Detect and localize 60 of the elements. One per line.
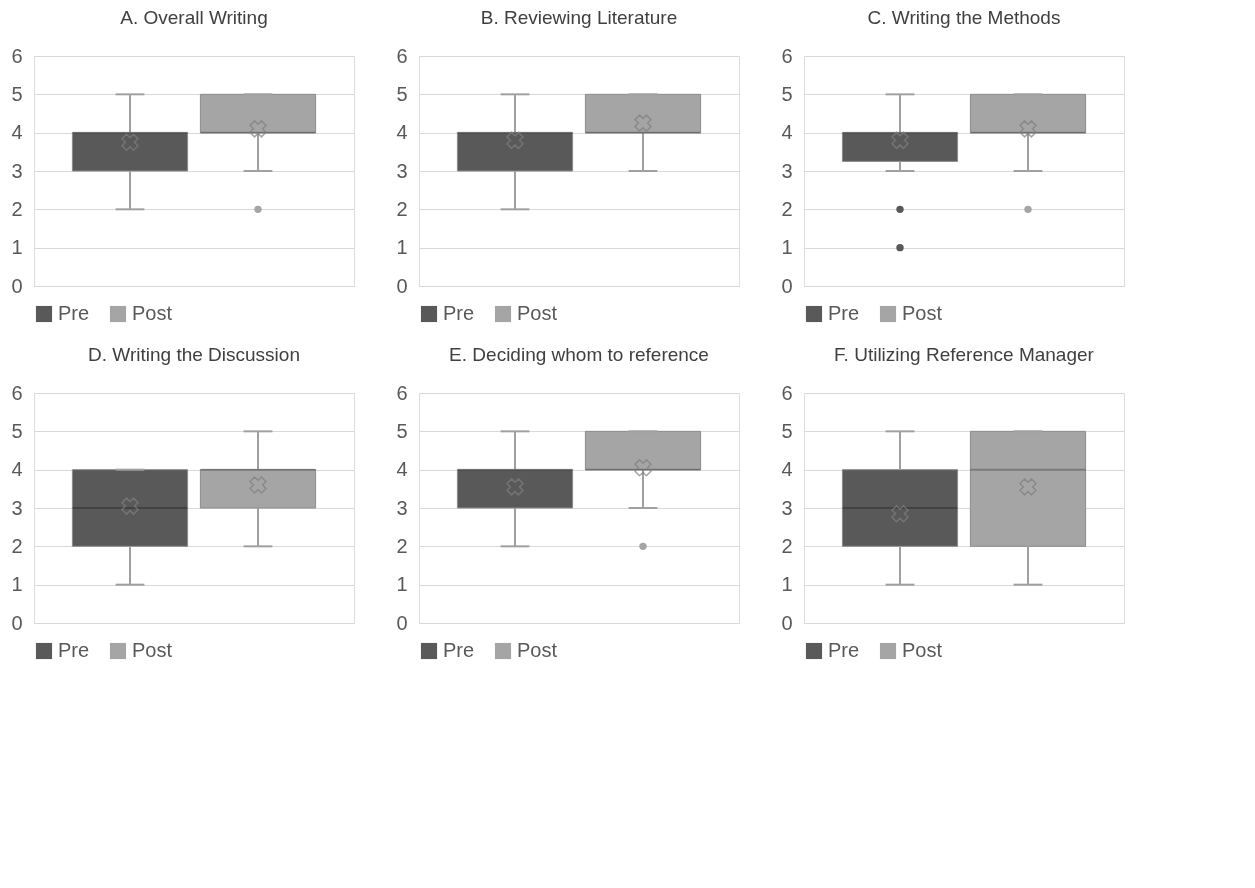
y-tick-label: 0 — [11, 274, 23, 297]
legend-label: Post — [132, 302, 173, 324]
y-tick-label: 5 — [396, 419, 408, 442]
y-tick-label: 5 — [781, 82, 793, 105]
chart-title: C. Writing the Methods — [867, 7, 1061, 28]
chart-title: E. Deciding whom to reference — [449, 344, 709, 365]
y-tick-label: 5 — [11, 82, 23, 105]
y-tick-label: 3 — [396, 159, 408, 182]
y-tick-label: 4 — [781, 458, 793, 481]
legend-label: Pre — [58, 639, 90, 661]
legend-label: Post — [517, 639, 558, 661]
chart-title: F. Utilizing Reference Manager — [834, 344, 1095, 365]
chart-title: D. Writing the Discussion — [88, 344, 300, 365]
y-tick-label: 2 — [11, 197, 23, 220]
legend-label: Post — [902, 639, 943, 661]
y-tick-label: 3 — [11, 496, 23, 519]
legend-label: Post — [517, 302, 558, 324]
y-tick-label: 1 — [11, 573, 23, 596]
y-tick-label: 6 — [11, 44, 23, 67]
y-tick-label: 3 — [781, 496, 793, 519]
legend-label: Post — [132, 639, 173, 661]
y-tick-label: 4 — [396, 458, 408, 481]
legend-label: Pre — [828, 639, 860, 661]
legend-label: Pre — [443, 302, 475, 324]
y-tick-label: 3 — [396, 496, 408, 519]
y-tick-label: 4 — [396, 121, 408, 144]
y-tick-label: 3 — [781, 159, 793, 182]
y-tick-label: 5 — [781, 419, 793, 442]
y-tick-label: 6 — [396, 44, 408, 67]
y-tick-label: 1 — [11, 236, 23, 259]
y-tick-label: 5 — [11, 419, 23, 442]
y-tick-label: 2 — [11, 534, 23, 557]
y-tick-label: 0 — [11, 611, 23, 634]
legend-label: Pre — [443, 639, 475, 661]
y-tick-label: 0 — [781, 274, 793, 297]
legend-label: Post — [902, 302, 943, 324]
y-tick-label: 2 — [396, 197, 408, 220]
y-tick-label: 0 — [781, 611, 793, 634]
y-tick-label: 1 — [781, 573, 793, 596]
y-tick-label: 6 — [781, 44, 793, 67]
legend-label: Pre — [58, 302, 90, 324]
y-tick-label: 3 — [11, 159, 23, 182]
y-tick-label: 4 — [11, 458, 23, 481]
y-tick-label: 1 — [396, 573, 408, 596]
y-tick-label: 0 — [396, 611, 408, 634]
y-tick-label: 4 — [781, 121, 793, 144]
y-tick-label: 4 — [11, 121, 23, 144]
y-tick-label: 2 — [781, 534, 793, 557]
y-tick-label: 1 — [781, 236, 793, 259]
y-tick-label: 2 — [396, 534, 408, 557]
y-tick-label: 6 — [781, 381, 793, 404]
y-tick-label: 1 — [396, 236, 408, 259]
chart-title: A. Overall Writing — [120, 7, 268, 28]
y-tick-label: 0 — [396, 274, 408, 297]
y-tick-label: 6 — [11, 381, 23, 404]
y-tick-label: 2 — [781, 197, 793, 220]
y-tick-label: 6 — [396, 381, 408, 404]
chart-title: B. Reviewing Literature — [480, 7, 678, 28]
y-tick-label: 5 — [396, 82, 408, 105]
legend-label: Pre — [828, 302, 860, 324]
